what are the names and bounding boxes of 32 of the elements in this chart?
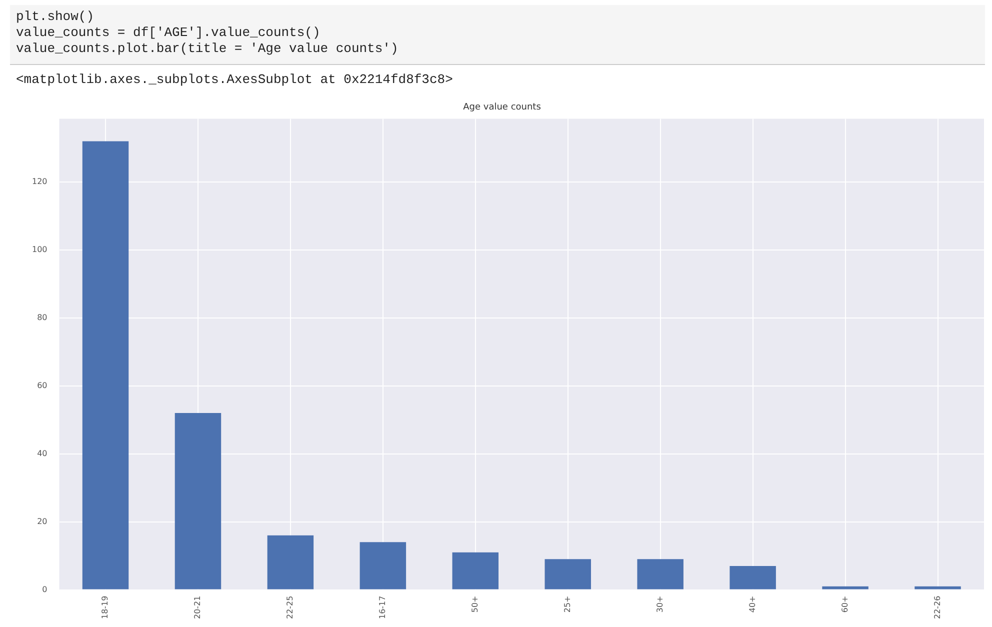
bar [452,552,499,590]
x-tick-label: 20-21 [193,596,202,620]
x-tick-label: 50+ [470,596,480,613]
bar [730,566,776,590]
y-tick-label: 40 [37,448,48,458]
bar [637,559,684,590]
chart-title: Age value counts [463,102,542,113]
y-tick-label: 20 [37,516,48,526]
bar [174,413,222,590]
x-tick-label: 16-17 [378,596,388,620]
bar [360,542,406,590]
x-tick-label: 18-19 [100,596,110,620]
bar [267,535,314,590]
x-tick-label: 25+ [562,596,572,613]
y-tick-label: 60 [37,380,48,390]
y-tick-label: 0 [42,584,48,594]
bar [544,559,591,590]
x-tick-label: 30+ [655,596,664,613]
bar [82,141,129,590]
text: <matplotlib.axes._subplots.AxesSubplot at 0x2214fd8f3c8> [16,72,453,87]
y-tick-label: 80 [37,312,48,322]
bar [822,586,868,590]
y-tick-label: 100 [32,245,48,254]
text: plt.show() [16,9,96,25]
x-tick-label: 22-26 [932,596,942,620]
text: value_counts.plot.bar(title = 'Age value counts') [16,41,400,57]
x-tick-label: 22-25 [286,596,295,620]
bar [914,586,961,590]
x-tick-label: 40+ [748,596,757,613]
y-tick-label: 120 [32,177,48,186]
text: value_counts = df['AGE'].value_counts() [16,25,322,41]
x-tick-label: 60+ [840,596,850,613]
